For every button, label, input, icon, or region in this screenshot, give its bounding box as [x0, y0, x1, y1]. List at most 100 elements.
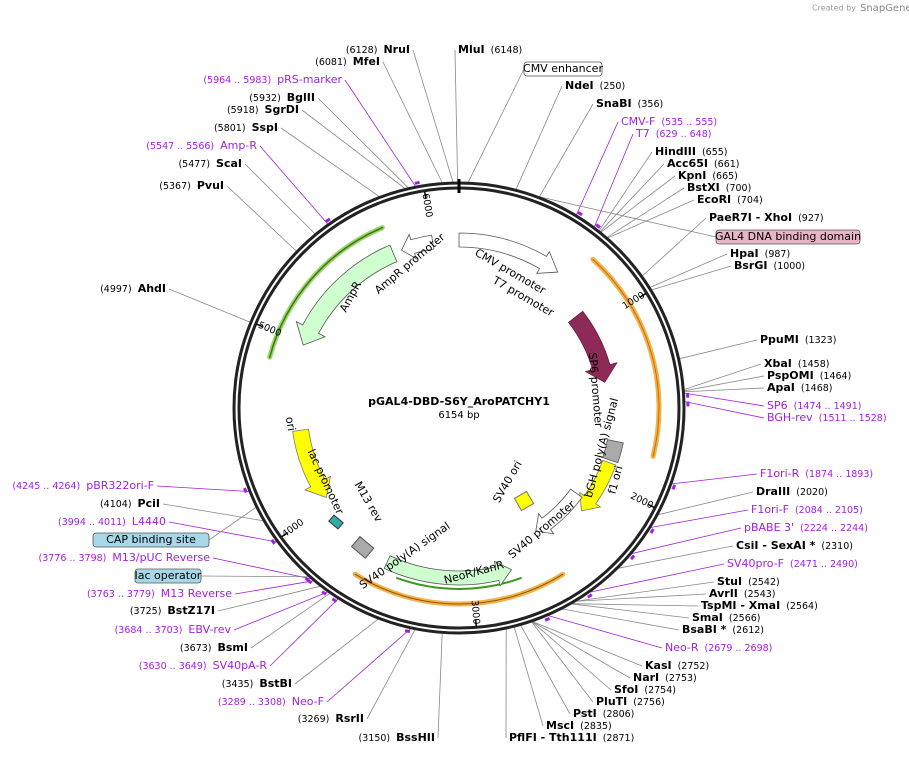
site-name: AhdI — [138, 282, 166, 295]
primer-mark — [244, 488, 246, 492]
primer-range: (1511 .. 1528) — [819, 413, 887, 424]
site-pos: (4997) — [100, 284, 132, 295]
site-name: PpuMI — [760, 333, 799, 346]
primer-range: (3630 .. 3649) — [139, 661, 207, 672]
site-name: RsrII — [335, 712, 364, 725]
site-label: PpuMI (1323) — [760, 333, 836, 346]
site-pos: (2756) — [633, 697, 665, 708]
site-pos: (6148) — [491, 45, 523, 56]
feature-label: ori — [283, 416, 298, 432]
site-pos: (1458) — [798, 359, 830, 370]
primer-range: (5964 .. 5983) — [203, 75, 271, 86]
site-line — [218, 586, 320, 611]
site-label: NdeI (250) — [565, 79, 625, 92]
site-pos: (2871) — [603, 733, 635, 744]
primer-name: Neo-F — [292, 695, 324, 708]
feature-box-label: CMV enhancer — [523, 62, 603, 75]
site-pos: (2542) — [748, 577, 780, 588]
primer-mark — [332, 599, 336, 602]
primer-label: (3630 .. 3649) SV40pA-R — [139, 659, 268, 672]
site-pos: (5367) — [159, 181, 191, 192]
primer-range: (3289 .. 3308) — [218, 697, 286, 708]
tick-label: 5000 — [256, 320, 283, 339]
site-pos: (3673) — [180, 643, 212, 654]
site-pos: (5932) — [249, 93, 281, 104]
primer-range: (629 .. 648) — [656, 129, 712, 140]
site-label: PflFI - Tth111I(2871) — [509, 731, 634, 744]
primer-mark — [588, 595, 592, 598]
site-line — [251, 593, 330, 648]
primer-name: SV40pA-R — [213, 659, 268, 672]
primer-name: pBABE 3' — [744, 521, 794, 534]
site-name: NdeI — [565, 79, 594, 92]
primer-mark — [545, 618, 549, 620]
site-name: BssHII — [396, 731, 435, 744]
site-name: CsiI - SexAI * — [736, 539, 816, 552]
site-line — [281, 128, 379, 197]
primer-line — [548, 616, 662, 648]
primer-label: SV40pro-F(2471 .. 2490) — [727, 557, 858, 570]
site-pos: (250) — [600, 81, 626, 92]
primer-range: (1474 .. 1491) — [794, 401, 862, 412]
primer-mark — [631, 556, 634, 560]
site-pos: (2612) — [732, 625, 764, 636]
site-pos: (1323) — [805, 335, 837, 346]
box-line — [468, 69, 524, 182]
primer-range: (5547 .. 5566) — [146, 141, 214, 152]
site-label: (3673) BsmI — [180, 641, 248, 654]
sv40-ori — [514, 491, 533, 510]
primer-mark — [651, 529, 654, 533]
site-pos: (2835) — [580, 721, 612, 732]
site-name: BsmI — [218, 641, 249, 654]
box-line — [201, 576, 309, 577]
site-name: BsrGI — [734, 259, 767, 272]
labels: MluI(6148)NdeI(250)SnaBI(356)HindIII(655… — [12, 43, 886, 744]
site-label: BsrGI(1000) — [734, 259, 805, 272]
plasmid-name: pGAL4-DBD-S6Y_AroPATCHY1 — [368, 395, 550, 408]
site-pos: (987) — [765, 249, 791, 260]
site-label: (3435)BstBI — [222, 677, 292, 690]
site-pos: (5477) — [178, 159, 210, 170]
site-label: DraIII(2020) — [756, 485, 828, 498]
primer-name: SV40pro-F — [727, 557, 784, 570]
primer-label: F1ori-R(1874 .. 1893) — [760, 467, 873, 480]
site-label: (4104)PciI — [100, 497, 160, 510]
site-name: PluTI — [596, 695, 627, 708]
site-label: PaeR7I - XhoI(927) — [709, 211, 824, 224]
primer-label: (3289 .. 3308) Neo-F — [218, 695, 324, 708]
primer-mark — [308, 580, 312, 583]
primer-label: (5547 .. 5566) Amp-R — [146, 139, 257, 152]
primer-name: Neo-R — [665, 641, 699, 654]
site-pos: (2566) — [729, 613, 761, 624]
site-line — [516, 86, 562, 189]
site-line — [608, 200, 694, 238]
primer-label: T7 (629 .. 648) — [635, 127, 711, 140]
site-line — [413, 50, 453, 182]
primer-name: F1ori-R — [760, 467, 800, 480]
site-label: SnaBI(356) — [596, 97, 663, 110]
site-pos: (2753) — [665, 673, 697, 684]
site-pos: (704) — [737, 195, 763, 206]
primer-line — [327, 629, 410, 702]
site-pos: (665) — [712, 171, 738, 182]
site-pos: (2564) — [786, 601, 818, 612]
primer-mark — [272, 540, 275, 544]
site-line — [169, 289, 250, 322]
primer-label: Neo-R(2679 .. 2698) — [665, 641, 772, 654]
site-label: MluI(6148) — [458, 43, 522, 56]
site-label: ApaI(1468) — [767, 381, 833, 394]
site-pos: (2752) — [678, 661, 710, 672]
primer-mark — [596, 225, 600, 228]
primer-name: T7 — [635, 127, 650, 140]
site-line — [684, 364, 761, 389]
credit: Created by — [812, 4, 856, 13]
site-name: PciI — [138, 497, 160, 510]
site-line — [572, 604, 689, 618]
primer-label: BGH-rev(1511 .. 1528) — [767, 411, 887, 424]
primer-name: Amp-R — [220, 139, 257, 152]
primer-line — [213, 558, 311, 579]
primer-name: EBV-rev — [188, 623, 231, 636]
site-pos: (5801) — [214, 123, 246, 134]
